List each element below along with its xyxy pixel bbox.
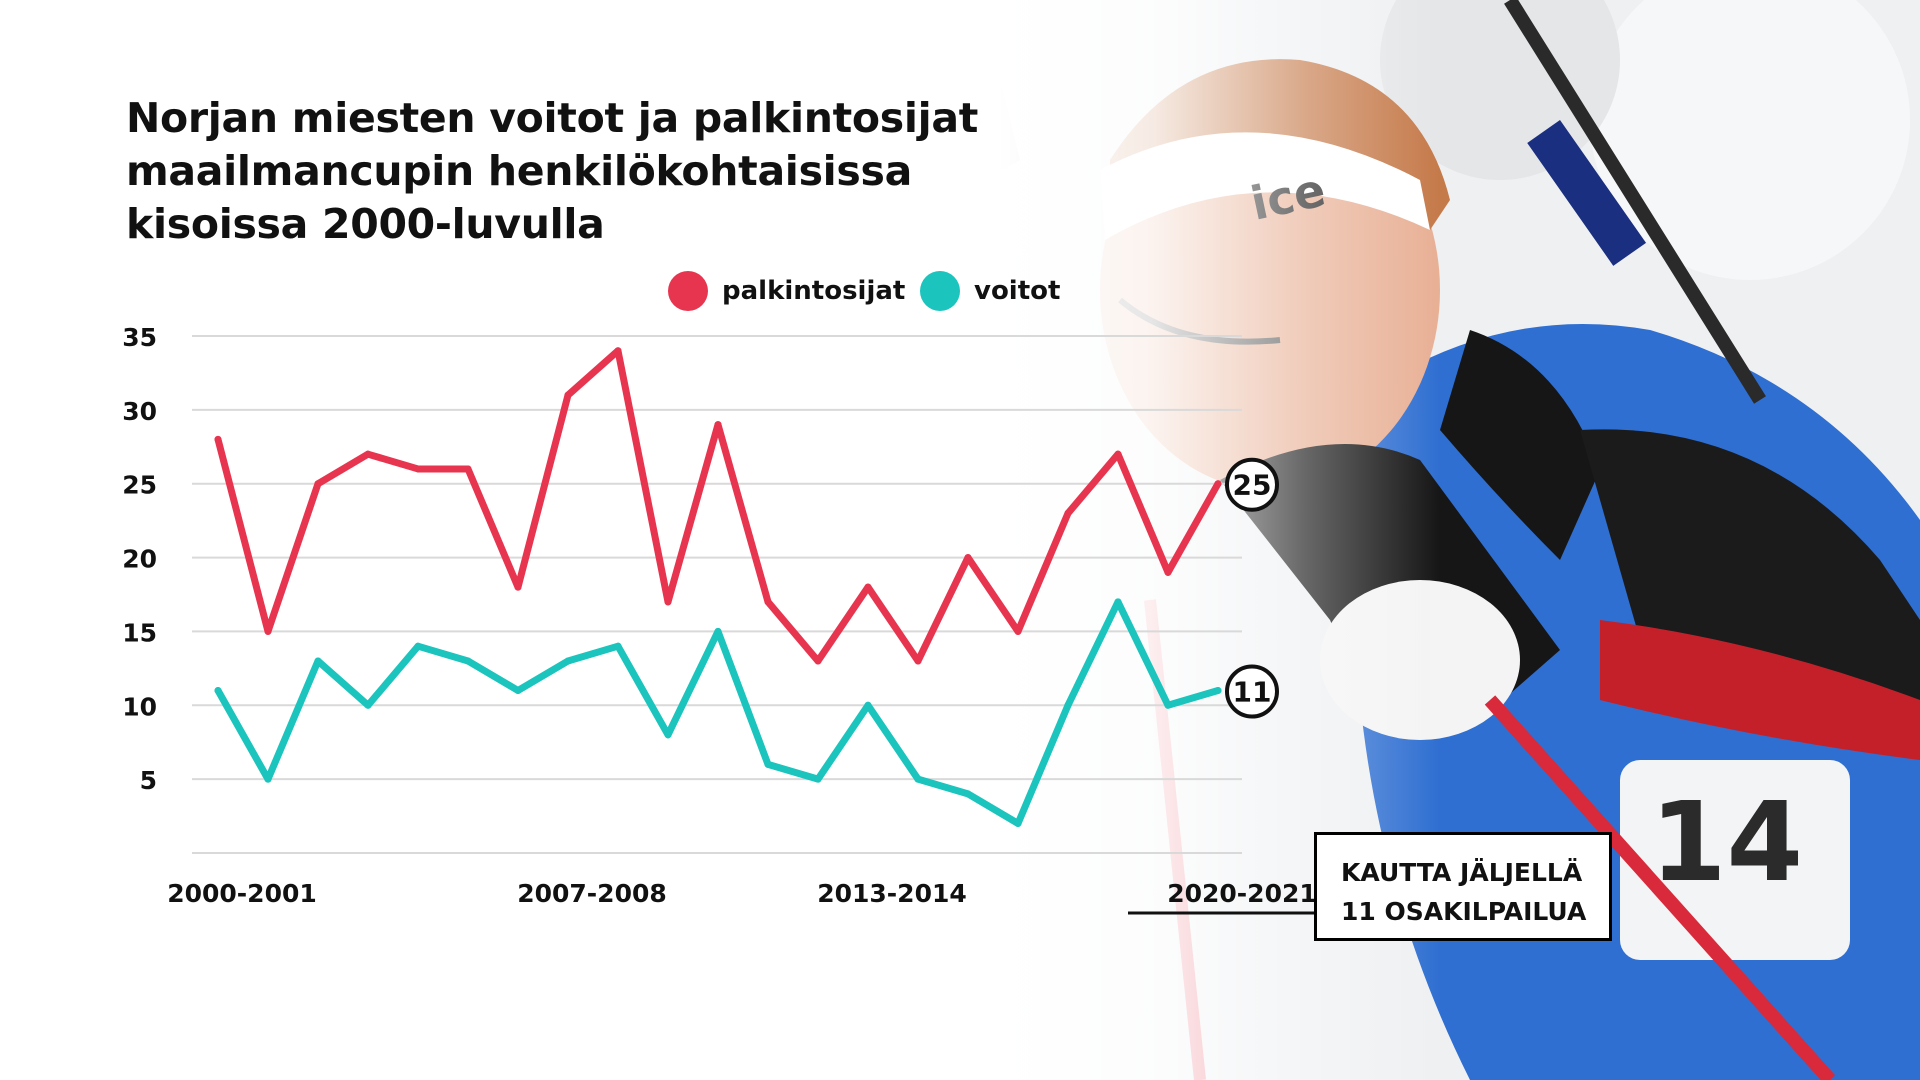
x-tick-label: 2013-2014 — [817, 879, 967, 908]
data-point-palkintosijat — [914, 657, 922, 665]
y-tick-label: 5 — [140, 766, 157, 795]
data-point-voitot — [1014, 819, 1022, 827]
data-point-voitot — [614, 642, 622, 650]
data-point-palkintosijat — [964, 554, 972, 562]
data-point-voitot — [264, 775, 272, 783]
x-tick-label: 2020-2021 — [1167, 879, 1317, 908]
legend-swatch-palkintosijat — [668, 271, 708, 311]
data-point-voitot — [814, 775, 822, 783]
title-line-3: kisoissa 2000-luvulla — [126, 200, 605, 248]
end-value-label-voitot: 11 — [1233, 676, 1272, 709]
legend-swatch-voitot — [920, 271, 960, 311]
data-point-voitot — [414, 642, 422, 650]
data-point-palkintosijat — [864, 583, 872, 591]
series-line-voitot — [214, 598, 1222, 827]
data-point-voitot — [214, 687, 222, 695]
data-point-palkintosijat — [1064, 509, 1072, 517]
data-point-palkintosijat — [614, 347, 622, 355]
data-point-palkintosijat — [464, 465, 472, 473]
data-point-palkintosijat — [364, 450, 372, 458]
title-line-1: Norjan miesten voitot ja palkintosijat — [126, 94, 979, 142]
data-point-voitot — [314, 657, 322, 665]
data-point-palkintosijat — [314, 480, 322, 488]
x-tick-label: 2007-2008 — [517, 879, 667, 908]
y-tick-label: 10 — [122, 692, 157, 721]
y-tick-label: 35 — [122, 323, 157, 352]
legend-label-voitot: voitot — [974, 276, 1061, 306]
data-point-voitot — [1114, 598, 1122, 606]
y-tick-label: 20 — [122, 545, 157, 574]
data-point-palkintosijat — [1014, 627, 1022, 635]
data-point-palkintosijat — [264, 627, 272, 635]
data-point-voitot — [1214, 687, 1222, 695]
y-tick-label: 25 — [122, 471, 157, 500]
data-point-palkintosijat — [214, 435, 222, 443]
chart-title: Norjan miesten voitot ja palkintosijat m… — [126, 92, 1006, 251]
note-line-2: 11 OSAKILPAILUA — [1341, 897, 1587, 926]
data-point-palkintosijat — [514, 583, 522, 591]
data-point-voitot — [364, 701, 372, 709]
end-value-badge-voitot — [1225, 664, 1279, 719]
data-point-palkintosijat — [1214, 480, 1222, 488]
end-value-badge-palkintosijat — [1225, 457, 1279, 512]
data-point-voitot — [714, 627, 722, 635]
data-point-voitot — [914, 775, 922, 783]
y-tick-label: 15 — [122, 618, 157, 647]
series-line-palkintosijat — [214, 347, 1222, 665]
title-line-2: maailmancupin henkilökohtaisissa — [126, 147, 912, 195]
data-point-palkintosijat — [814, 657, 822, 665]
y-tick-label: 30 — [122, 397, 157, 426]
data-point-palkintosijat — [714, 421, 722, 429]
data-point-voitot — [964, 790, 972, 798]
data-point-voitot — [464, 657, 472, 665]
data-point-palkintosijat — [564, 391, 572, 399]
note-line-1: KAUTTA JÄLJELLÄ — [1341, 858, 1583, 887]
data-point-palkintosijat — [764, 598, 772, 606]
data-point-voitot — [1064, 701, 1072, 709]
legend-item-voitot: voitot — [920, 271, 1060, 311]
x-tick-label: 2000-2001 — [167, 879, 317, 908]
data-point-voitot — [1164, 701, 1172, 709]
data-point-palkintosijat — [414, 465, 422, 473]
legend-label-palkintosijat: palkintosijat — [722, 276, 906, 306]
data-point-voitot — [764, 760, 772, 768]
legend-item-palkintosijat: palkintosijat — [668, 271, 905, 311]
data-point-voitot — [564, 657, 572, 665]
remaining-races-note: KAUTTA JÄLJELLÄ 11 OSAKILPAILUA — [1314, 832, 1612, 941]
data-point-palkintosijat — [1164, 568, 1172, 576]
data-point-palkintosijat — [1114, 450, 1122, 458]
data-point-voitot — [664, 731, 672, 739]
data-point-palkintosijat — [664, 598, 672, 606]
data-point-voitot — [864, 701, 872, 709]
data-point-voitot — [514, 687, 522, 695]
end-value-label-palkintosijat: 25 — [1233, 469, 1272, 502]
